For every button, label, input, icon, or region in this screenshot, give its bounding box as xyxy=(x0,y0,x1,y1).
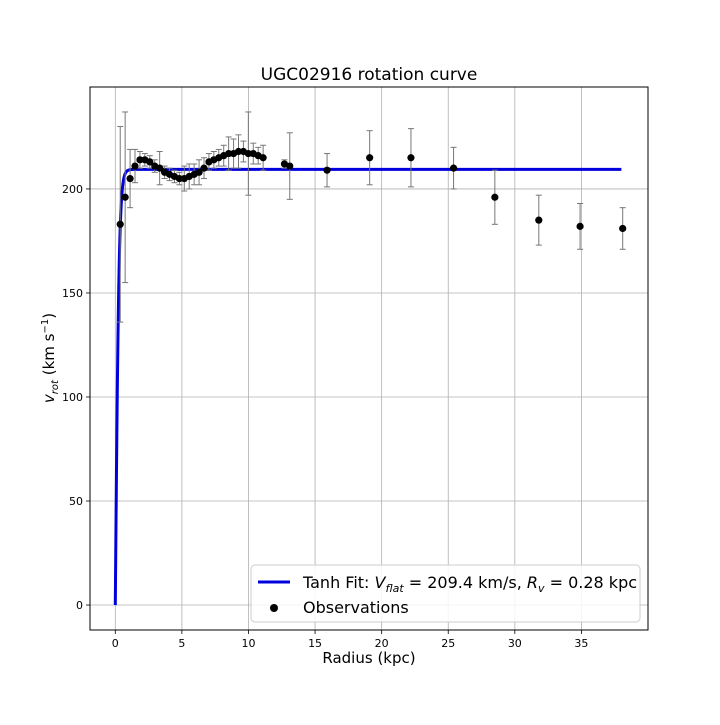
axis-ticks: 0 5 10 15 20 25 30 35 0 50 100 150 200 xyxy=(62,183,588,650)
observation-point xyxy=(619,224,627,233)
observation-point xyxy=(535,216,543,224)
observation-point xyxy=(175,174,183,183)
observation-point xyxy=(323,166,331,174)
observation-point xyxy=(136,156,144,164)
x-tick-label: 10 xyxy=(241,637,255,650)
observation-point xyxy=(156,164,164,172)
y-axis-label-unit: (km s xyxy=(40,333,58,380)
observation-point xyxy=(449,164,458,172)
observation-point xyxy=(131,162,139,170)
x-axis-label: Radius (kpc) xyxy=(322,649,415,667)
observation-point xyxy=(195,168,203,176)
legend-fit-prefix: Tanh Fit: xyxy=(302,573,375,592)
observation-point xyxy=(259,154,267,162)
x-tick-label: 0 xyxy=(112,637,119,650)
observation-point xyxy=(126,174,134,183)
x-tick-label: 5 xyxy=(178,637,185,650)
observation-point xyxy=(491,193,499,201)
legend-fit-label: Tanh Fit: Vflat = 209.4 km/s, Rv = 0.28 … xyxy=(302,573,637,595)
observation-point xyxy=(234,147,243,156)
observation-point xyxy=(366,154,374,162)
legend-box xyxy=(250,564,641,623)
observation-point xyxy=(576,222,584,230)
y-axis-label-exp: −1 xyxy=(40,319,51,334)
y-axis-label-v: v xyxy=(40,393,58,403)
legend-fit-v: V xyxy=(375,573,387,592)
legend-observations-marker xyxy=(270,604,278,612)
x-tick-label: 20 xyxy=(375,637,389,650)
x-tick-label: 15 xyxy=(308,637,322,650)
x-tick-label: 25 xyxy=(441,637,455,650)
legend-fit-suffix: = 0.28 kpc xyxy=(545,573,638,592)
observation-point xyxy=(121,193,129,201)
observation-point xyxy=(286,162,294,170)
y-tick-label: 0 xyxy=(76,599,83,612)
observation-point xyxy=(116,220,124,228)
x-tick-label: 35 xyxy=(574,637,588,650)
observation-point xyxy=(244,149,252,158)
observation-point xyxy=(146,158,154,166)
fit-layer xyxy=(113,167,622,606)
legend-fit-r-sub: v xyxy=(538,582,545,595)
chart-title: UGC02916 rotation curve xyxy=(261,65,478,85)
observation-point xyxy=(407,154,415,162)
tanh-fit-line xyxy=(113,167,622,606)
y-tick-label: 200 xyxy=(62,183,83,196)
y-axis-label-close: ) xyxy=(40,313,58,319)
legend-fit-v-sub: flat xyxy=(385,582,404,595)
legend-fit-mid: = 209.4 km/s, xyxy=(404,573,527,592)
y-tick-label: 50 xyxy=(69,495,83,508)
y-tick-label: 100 xyxy=(62,391,83,404)
plot-frame xyxy=(89,86,649,631)
y-tick-label: 150 xyxy=(62,287,83,300)
x-tick-label: 30 xyxy=(508,637,522,650)
observations-layer xyxy=(116,111,627,323)
y-axis-label-sub: rot xyxy=(50,379,61,394)
observation-point xyxy=(225,149,233,158)
legend-fit-r: R xyxy=(527,573,538,592)
legend-observations-label: Observations xyxy=(303,598,409,617)
y-axis-label: vrot (km s−1) xyxy=(40,313,61,403)
observation-point xyxy=(200,164,208,172)
legend: Tanh Fit: Vflat = 209.4 km/s, Rv = 0.28 … xyxy=(250,564,641,623)
